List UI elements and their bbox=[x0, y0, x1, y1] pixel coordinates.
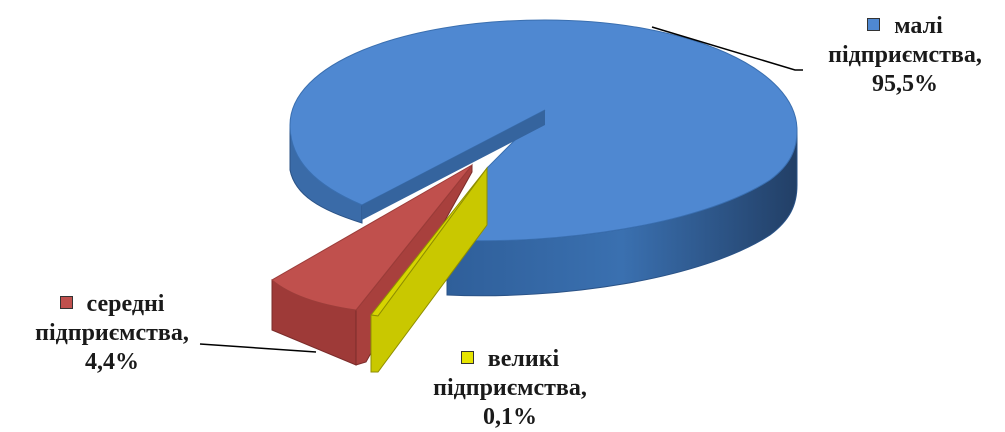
label-large-value: 0,1% bbox=[483, 404, 537, 430]
leader-line-medium bbox=[199, 343, 317, 353]
slice-small-top bbox=[289, 19, 798, 242]
label-small-line1: малі bbox=[805, 12, 1005, 41]
label-small-enterprises: малі підприємства, 95,5% bbox=[805, 12, 1005, 99]
label-medium-line2: підприємства, bbox=[35, 320, 189, 346]
legend-swatch-large bbox=[460, 350, 474, 364]
label-small-line2: підприємства, bbox=[828, 42, 982, 68]
label-medium-value: 4,4% bbox=[85, 349, 139, 375]
slice-small-inner-wall bbox=[362, 110, 545, 220]
legend-swatch-small bbox=[867, 17, 881, 31]
legend-swatch-medium bbox=[59, 295, 73, 309]
label-medium-line1: середні bbox=[12, 290, 212, 319]
slice-small-enterprises bbox=[289, 19, 798, 297]
leader-line-small bbox=[651, 26, 803, 71]
label-medium-name: середні bbox=[86, 291, 165, 317]
slice-large-side bbox=[370, 166, 488, 373]
label-large-name: великі bbox=[487, 346, 560, 372]
label-large-line2: підприємства, bbox=[433, 375, 587, 401]
label-large-line1: великі bbox=[410, 345, 610, 374]
slice-medium-top bbox=[271, 164, 473, 311]
label-large-enterprises: великі підприємства, 0,1% bbox=[410, 345, 610, 432]
label-medium-enterprises: середні підприємства, 4,4% bbox=[12, 290, 212, 377]
label-small-value: 95,5% bbox=[872, 71, 938, 97]
slice-large-enterprises bbox=[370, 166, 488, 373]
label-small-name: малі bbox=[894, 13, 943, 39]
